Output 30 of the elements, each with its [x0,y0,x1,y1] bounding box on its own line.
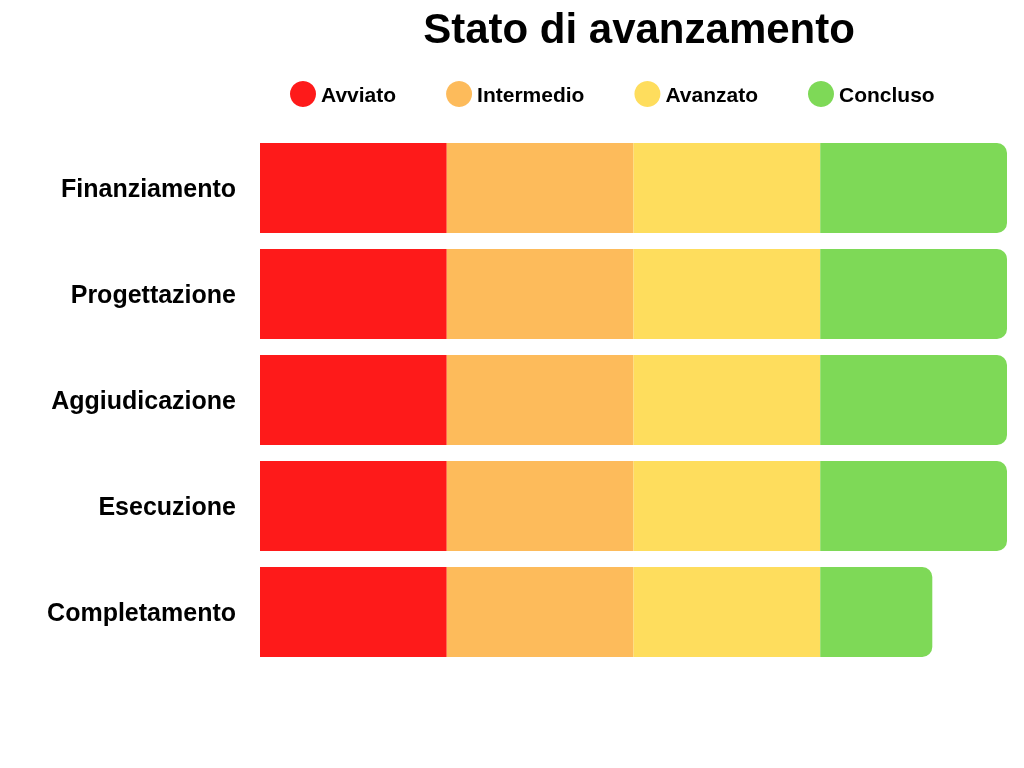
legend-label: Intermedio [477,82,585,106]
bar [820,142,1007,234]
y-tick-label: Finanziamento [60,174,236,202]
bar [446,566,634,658]
bar [633,354,821,446]
bar [633,566,821,658]
bar [260,566,447,658]
bar [260,248,447,340]
bar [633,460,821,552]
bar [633,248,821,340]
bar [820,354,1007,446]
legend-label: Avviato [321,82,397,106]
bar [446,460,634,552]
legend-label: Concluso [839,82,935,106]
bar [820,248,1007,340]
legend-label: Avanzato [665,82,759,106]
bar [446,142,634,234]
y-tick-label: Progettazione [70,280,237,308]
bar [260,142,447,234]
bar [446,248,634,340]
y-tick-label: Esecuzione [98,492,237,520]
bar [260,460,447,552]
bar [633,142,821,234]
chart-title: Stato di avanzamento [423,4,855,52]
bar [260,354,447,446]
y-tick-label: Completamento [47,598,236,626]
y-tick-label: Aggiudicazione [51,386,237,414]
bar [820,566,933,658]
bar [820,460,1007,552]
bar [446,354,634,446]
